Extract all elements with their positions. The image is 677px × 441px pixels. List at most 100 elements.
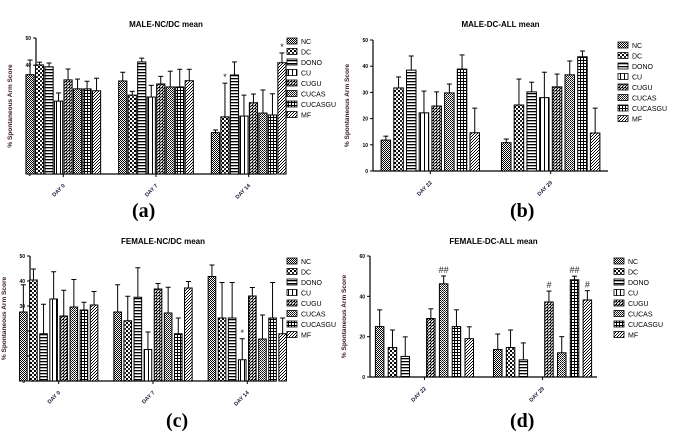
legend-label-cucasgu: CUCASGU bbox=[628, 322, 663, 329]
bar-dc bbox=[217, 317, 227, 382]
y-tick-label: 0 bbox=[28, 172, 31, 178]
legend-swatch-cucas bbox=[286, 90, 298, 97]
x-tick-label: DAY 0 bbox=[47, 390, 62, 405]
bar-cugu bbox=[63, 79, 73, 175]
legend-swatch-cugu bbox=[617, 83, 629, 91]
x-tick-label: DAY 22 bbox=[416, 180, 433, 197]
x-tick-label: DAY 29 bbox=[537, 180, 554, 197]
legend-label-cu: CU bbox=[628, 291, 638, 298]
legend-label-dc: DC bbox=[301, 50, 311, 57]
bar-mf bbox=[278, 333, 287, 382]
bar-dc bbox=[220, 116, 230, 175]
legend-swatch-nc bbox=[286, 37, 298, 45]
legend-swatch-dc bbox=[286, 268, 298, 275]
y-tick-label: 50 bbox=[362, 38, 368, 44]
bar-cucasgu bbox=[451, 326, 462, 378]
chart-panel-b: MALE-DC-ALL mean % Spontaneous Arm Score 0… bbox=[340, 0, 677, 222]
bar-cugu bbox=[544, 301, 554, 378]
bar-mf bbox=[464, 338, 474, 378]
bar-nc bbox=[19, 311, 28, 382]
legend-label-mf: MF bbox=[301, 113, 311, 120]
legend-swatch-cugu bbox=[613, 299, 625, 307]
y-tick-label: 0 bbox=[362, 375, 365, 381]
legend-label-nc: NC bbox=[301, 259, 311, 266]
y-tick-label: 50 bbox=[19, 254, 25, 260]
legend-label-cucasgu: CUCASGU bbox=[632, 106, 667, 113]
bar-dono bbox=[39, 333, 48, 382]
bar-dono bbox=[518, 359, 529, 378]
bar-mf bbox=[89, 304, 99, 382]
bar-mf bbox=[184, 287, 193, 382]
chart-panel-c: FEMALE-NC/DC mean % Spontaneous Arm Score… bbox=[0, 220, 340, 436]
bar-dc bbox=[505, 347, 516, 378]
legend-label-cucas: CUCAS bbox=[628, 312, 653, 319]
legend-label-dono: DONO bbox=[632, 64, 654, 71]
bar-dono bbox=[400, 355, 410, 378]
legend-swatch-dono bbox=[613, 278, 625, 286]
legend-label-cu: CU bbox=[301, 71, 311, 78]
y-tick-label: 40 bbox=[359, 294, 365, 300]
legend-swatch-cucas bbox=[286, 310, 298, 317]
bar-dc bbox=[513, 104, 525, 172]
legend-label-cugu: CUGU bbox=[301, 301, 322, 308]
bar-dc bbox=[29, 279, 38, 382]
x-tick-label: DAY 7 bbox=[144, 183, 159, 198]
caption-d: (d) bbox=[510, 410, 535, 432]
y-tick-label: 60 bbox=[359, 254, 365, 260]
bar-cucas bbox=[163, 312, 173, 382]
bar-nc bbox=[207, 276, 217, 382]
bar-mf bbox=[589, 132, 601, 172]
legend-label-dc: DC bbox=[301, 270, 311, 277]
legend-label-cugu: CUGU bbox=[628, 301, 649, 308]
y-tick-label: 30 bbox=[19, 304, 25, 310]
legend-label-dono: DONO bbox=[628, 280, 650, 287]
bar-cucas bbox=[557, 352, 567, 378]
chart-title: MALE-DC-ALL mean bbox=[461, 20, 539, 29]
bar-cugu bbox=[426, 318, 436, 378]
bar-cugu bbox=[248, 102, 259, 175]
legend-swatch-cucasgu bbox=[617, 104, 629, 112]
legend-label-cucas: CUCAS bbox=[301, 312, 326, 319]
y-tick-label: 20 bbox=[362, 117, 368, 123]
legend-label-nc: NC bbox=[628, 259, 638, 266]
y-tick-label: 10 bbox=[362, 143, 368, 149]
legend-label-mf: MF bbox=[632, 117, 642, 124]
chart-b: MALE-DC-ALL mean % Spontaneous Arm Score 0… bbox=[344, 20, 667, 198]
chart-c: FEMALE-NC/DC mean % Spontaneous Arm Score… bbox=[1, 237, 336, 408]
legend-swatch-cucasgu bbox=[613, 320, 625, 328]
legend-swatch-dc bbox=[286, 48, 298, 55]
y-tick-label: 50 bbox=[25, 36, 31, 42]
x-tick-label: DAY 7 bbox=[141, 390, 156, 405]
legend-label-dc: DC bbox=[632, 54, 642, 61]
bar-nc bbox=[493, 349, 503, 378]
significance-mark: * bbox=[223, 72, 227, 82]
legend-swatch-cu bbox=[617, 73, 629, 80]
y-tick-label: 20 bbox=[359, 335, 365, 341]
chart-d: FEMALE-DC-ALL mean % Spontaneous Arm Scor… bbox=[341, 237, 663, 404]
bar-dc bbox=[127, 94, 137, 175]
bar-dono bbox=[526, 91, 537, 172]
legend-swatch-dono bbox=[286, 58, 298, 66]
legend-swatch-nc bbox=[617, 41, 629, 49]
bar-cucas bbox=[72, 88, 83, 175]
legend-swatch-dc bbox=[613, 268, 625, 275]
legend-swatch-cucasgu bbox=[286, 100, 298, 108]
legend-swatch-mf bbox=[286, 111, 298, 118]
bar-dc bbox=[387, 347, 398, 378]
bar-dono bbox=[227, 317, 237, 382]
legend-label-cucas: CUCAS bbox=[301, 92, 326, 99]
bar-cu bbox=[146, 96, 156, 175]
legend-label-mf: MF bbox=[301, 333, 311, 340]
bar-dono bbox=[406, 69, 417, 172]
caption-a: (a) bbox=[132, 200, 156, 222]
legend-label-dono: DONO bbox=[301, 280, 323, 287]
bar-cugu bbox=[551, 86, 563, 172]
legend-swatch-mf bbox=[286, 331, 298, 338]
y-tick-label: 30 bbox=[362, 90, 368, 96]
bar-cu bbox=[418, 112, 430, 172]
legend-swatch-cucas bbox=[617, 94, 629, 101]
bar-dc bbox=[123, 320, 133, 382]
bar-cugu bbox=[248, 295, 257, 382]
legend-label-cucasgu: CUCASGU bbox=[301, 322, 336, 329]
legend-swatch-nc bbox=[613, 257, 625, 265]
